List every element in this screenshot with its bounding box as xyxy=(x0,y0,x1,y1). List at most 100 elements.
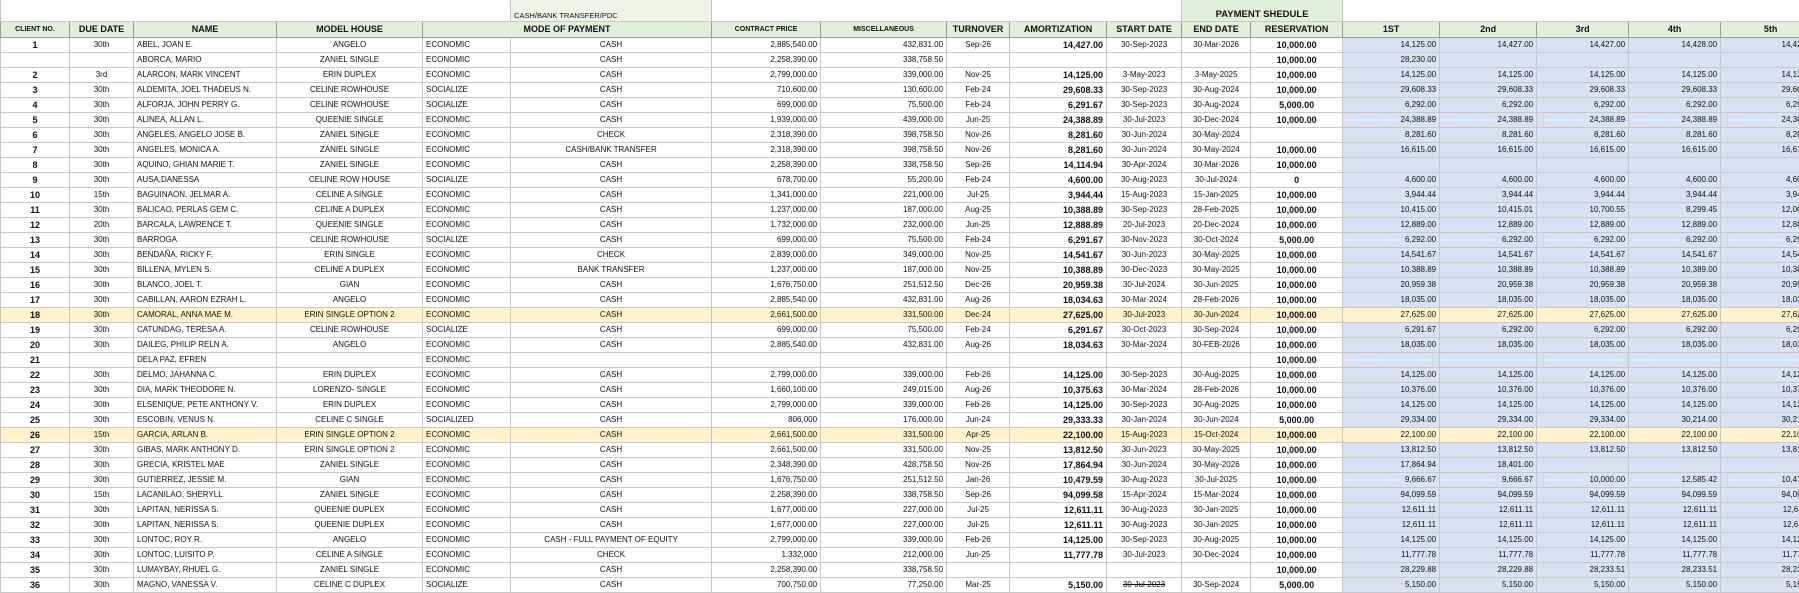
client-row: 9 30th AUSA,DANESSA CELINE ROW HOUSE SOCIALI… xyxy=(0,172,1799,188)
cell: ANGELO xyxy=(276,532,423,548)
blank xyxy=(0,0,512,22)
cell: 1,676,750.00 xyxy=(711,277,822,293)
cell: 20,959.38 xyxy=(1628,277,1722,293)
cell: 24,388.89 xyxy=(1628,112,1722,128)
cell: 6 xyxy=(0,127,70,143)
cell: 14,125.00 xyxy=(1628,532,1722,548)
cell: 428,758.50 xyxy=(820,457,948,473)
cell: 14,541.67 xyxy=(1628,247,1722,263)
client-row: 17 30th CABILLAN, AARON EZRAH L. ANGELO ECON… xyxy=(0,292,1799,308)
cell: 8,281.60 xyxy=(1628,127,1722,143)
cell: ABORCA, MARIO xyxy=(133,52,277,68)
cell: 10,000.00 xyxy=(1250,547,1344,563)
cell: ECONOMIC xyxy=(421,442,512,458)
cell: 176,000.00 xyxy=(820,412,948,428)
column-header: NAME xyxy=(133,21,277,38)
cell: ERIN SINGLE xyxy=(276,247,423,263)
cell: 2,258,390.00 xyxy=(711,52,822,68)
cell: 30-Jul-2023 xyxy=(1106,112,1183,128)
column-header: MODEL HOUSE xyxy=(276,21,423,38)
column-header: DUE DATE xyxy=(69,21,134,38)
cell: 25 xyxy=(0,412,70,428)
cell: 30-Mar-2024 xyxy=(1106,382,1183,398)
cell: 6,292.00 xyxy=(1720,232,1799,248)
cell: 30-Sep-2023 xyxy=(1106,82,1183,98)
cell xyxy=(1106,352,1183,368)
cell: 5,150.00 xyxy=(1628,577,1722,593)
cell: CASH xyxy=(510,502,713,518)
cell: 14,125.00 xyxy=(1439,532,1538,548)
cell: 22,100.00 xyxy=(1720,427,1799,443)
cell: Feb-24 xyxy=(946,172,1011,188)
cell: 251,512.50 xyxy=(820,472,948,488)
cell: Feb-24 xyxy=(946,82,1011,98)
column-header: CLIENT NO. xyxy=(0,21,70,38)
cell: 10,415.00 xyxy=(1342,202,1441,218)
cell: Jun-24 xyxy=(946,412,1011,428)
cell: ANGELES, ANGELO JOSE B. xyxy=(133,127,277,143)
cell: 12,611.11 xyxy=(1720,517,1799,533)
cell: 30-Jun-2023 xyxy=(1106,442,1183,458)
cell: DELMO, JAHANNA C. xyxy=(133,367,277,383)
cell: 6,292.00 xyxy=(1628,97,1722,113)
cell: 15-Aug-2023 xyxy=(1106,427,1183,443)
cell: 30-Jul-2025 xyxy=(1181,472,1252,488)
cell: 3-May-2023 xyxy=(1106,67,1183,83)
cell: 5,000.00 xyxy=(1250,97,1344,113)
cell: 14,125.00 xyxy=(1536,397,1630,413)
cell: 14,541.67 xyxy=(1009,247,1108,263)
cell: QUEENIE DUPLEX xyxy=(276,517,423,533)
cell: 699,000.00 xyxy=(711,97,822,113)
cell: Jul-25 xyxy=(946,517,1011,533)
cell: 28-Feb-2025 xyxy=(1181,202,1252,218)
cell xyxy=(946,562,1011,578)
cell: Nov-25 xyxy=(946,442,1011,458)
cell: 2,258,390.00 xyxy=(711,562,822,578)
cell: 18,034.63 xyxy=(1009,292,1108,308)
cell: 28,230.00 xyxy=(1342,52,1441,68)
cell: 30th xyxy=(69,277,134,293)
cell: 1,341,000.00 xyxy=(711,187,822,203)
cell: 11,777.78 xyxy=(1009,547,1108,563)
cell: Sep-26 xyxy=(946,487,1011,503)
cell: 6,292.00 xyxy=(1536,97,1630,113)
cell: 1,237,000.00 xyxy=(711,262,822,278)
cell: CASH xyxy=(510,37,713,53)
cell: ECONOMIC xyxy=(421,472,512,488)
cell: 6,292.00 xyxy=(1628,322,1722,338)
column-header: 4th xyxy=(1628,21,1722,38)
cell xyxy=(1009,562,1108,578)
cell: 6,292.00 xyxy=(1720,322,1799,338)
cell: 30-Jul-2023 xyxy=(1106,547,1183,563)
cell: 30th xyxy=(69,577,134,593)
cell: 30-FEB-2026 xyxy=(1181,337,1252,353)
cell: 4,600.00 xyxy=(1628,172,1722,188)
cell: 35 xyxy=(0,562,70,578)
cell: 30-Sep-2024 xyxy=(1181,322,1252,338)
cell: 10,000.00 xyxy=(1250,307,1344,323)
cell: Feb-26 xyxy=(946,367,1011,383)
cell: 10,000.00 xyxy=(1250,442,1344,458)
cell: 10,000.00 xyxy=(1250,247,1344,263)
cell: 94,099.59 xyxy=(1342,487,1441,503)
cell: 34 xyxy=(0,547,70,563)
cell: Jun-25 xyxy=(946,547,1011,563)
cell: DIA, MARK THEODORE N. xyxy=(133,382,277,398)
cell: Nov-26 xyxy=(946,127,1011,143)
client-row: 23 30th DIA, MARK THEODORE N. LORENZO- SING… xyxy=(0,382,1799,398)
cell xyxy=(1628,52,1722,68)
cell: Jul-25 xyxy=(946,187,1011,203)
cell: 30-Aug-2024 xyxy=(1181,97,1252,113)
cell: 30th xyxy=(69,232,134,248)
cell: 30th xyxy=(69,82,134,98)
cell: 12,611.11 xyxy=(1342,502,1441,518)
client-row: 18 30th CAMORAL, ANNA MAE M. ERIN SINGLE OP… xyxy=(0,307,1799,323)
cell: 12,611.11 xyxy=(1342,517,1441,533)
cell: 6,292.00 xyxy=(1342,232,1441,248)
cell: 8,281.60 xyxy=(1536,127,1630,143)
cell: 30th xyxy=(69,382,134,398)
cell: SOCIALIZE xyxy=(421,82,512,98)
cell: 30-Mar-2026 xyxy=(1181,157,1252,173)
schedule-title: PAYMENT SHEDULE xyxy=(1181,0,1344,22)
